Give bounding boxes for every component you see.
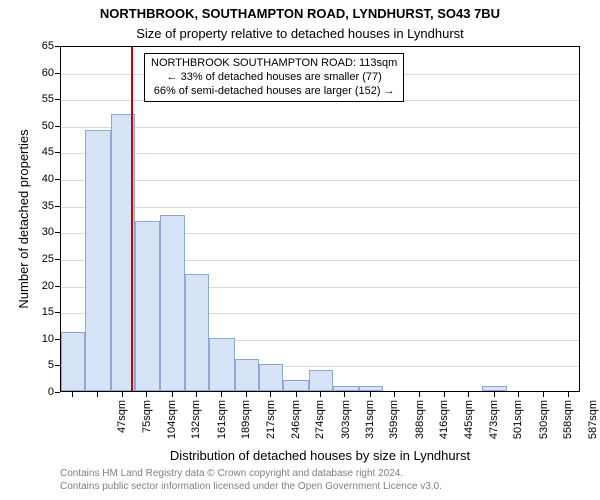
x-tick-mark — [122, 392, 123, 397]
x-tick-mark — [146, 392, 147, 397]
x-tick-label: 104sqm — [166, 400, 178, 450]
histogram-bar — [209, 338, 234, 391]
footer-line1: Contains HM Land Registry data © Crown c… — [60, 468, 580, 479]
y-tick-mark — [55, 46, 60, 47]
x-tick-mark — [97, 392, 98, 397]
histogram-bar — [259, 364, 283, 391]
gridline — [61, 127, 579, 128]
x-tick-label: 47sqm — [116, 400, 128, 450]
histogram-bar — [160, 215, 185, 391]
y-tick-label: 50 — [32, 120, 54, 132]
y-tick-mark — [55, 365, 60, 366]
annotation-line: 66% of semi-detached houses are larger (… — [151, 85, 397, 99]
x-tick-label: 75sqm — [141, 400, 153, 450]
y-tick-label: 0 — [32, 386, 54, 398]
y-tick-mark — [55, 259, 60, 260]
y-tick-label: 45 — [32, 146, 54, 158]
annotation-line: ← 33% of detached houses are smaller (77… — [151, 71, 397, 85]
x-tick-label: 530sqm — [538, 400, 550, 450]
histogram-bar — [359, 386, 383, 391]
y-tick-mark — [55, 99, 60, 100]
y-tick-mark — [55, 339, 60, 340]
x-tick-label: 246sqm — [290, 400, 302, 450]
x-tick-label: 274sqm — [314, 400, 326, 450]
annotation-box: NORTHBROOK SOUTHAMPTON ROAD: 113sqm← 33%… — [144, 53, 404, 102]
y-tick-mark — [55, 286, 60, 287]
y-axis-label: Number of detached properties — [16, 46, 31, 392]
x-tick-label: 587sqm — [587, 400, 599, 450]
x-tick-mark — [543, 392, 544, 397]
chart-title-line1: NORTHBROOK, SOUTHAMPTON ROAD, LYNDHURST,… — [0, 6, 600, 21]
y-tick-mark — [55, 126, 60, 127]
x-tick-label: 473sqm — [488, 400, 500, 450]
histogram-bar — [235, 359, 259, 391]
y-tick-label: 40 — [32, 173, 54, 185]
x-tick-label: 132sqm — [190, 400, 202, 450]
annotation-line: NORTHBROOK SOUTHAMPTON ROAD: 113sqm — [151, 57, 397, 71]
histogram-bar — [135, 221, 159, 391]
y-tick-label: 60 — [32, 67, 54, 79]
y-tick-label: 25 — [32, 253, 54, 265]
reference-line — [131, 47, 133, 391]
histogram-bar — [283, 380, 308, 391]
x-tick-label: 303sqm — [340, 400, 352, 450]
histogram-bar — [185, 274, 209, 391]
histogram-bar — [309, 370, 333, 391]
footer-line2: Contains public sector information licen… — [60, 481, 580, 492]
x-tick-mark — [394, 392, 395, 397]
histogram-bar — [333, 386, 358, 391]
y-tick-mark — [55, 232, 60, 233]
x-axis-label: Distribution of detached houses by size … — [60, 448, 580, 463]
x-tick-mark — [320, 392, 321, 397]
x-tick-label: 217sqm — [265, 400, 277, 450]
gridline — [61, 180, 579, 181]
x-tick-label: 445sqm — [463, 400, 475, 450]
x-tick-mark — [568, 392, 569, 397]
y-tick-label: 35 — [32, 200, 54, 212]
x-tick-mark — [518, 392, 519, 397]
x-tick-label: 388sqm — [414, 400, 426, 450]
x-tick-mark — [468, 392, 469, 397]
x-tick-label: 189sqm — [240, 400, 252, 450]
x-tick-mark — [172, 392, 173, 397]
y-tick-mark — [55, 312, 60, 313]
y-tick-label: 30 — [32, 226, 54, 238]
x-tick-label: 359sqm — [388, 400, 400, 450]
y-tick-label: 15 — [32, 306, 54, 318]
y-tick-label: 20 — [32, 280, 54, 292]
x-tick-mark — [196, 392, 197, 397]
histogram-chart: NORTHBROOK, SOUTHAMPTON ROAD, LYNDHURST,… — [0, 0, 600, 500]
y-tick-label: 10 — [32, 333, 54, 345]
x-tick-mark — [344, 392, 345, 397]
x-tick-mark — [370, 392, 371, 397]
x-tick-label: 501sqm — [512, 400, 524, 450]
x-tick-label: 331sqm — [364, 400, 376, 450]
y-tick-mark — [55, 392, 60, 393]
x-tick-mark — [444, 392, 445, 397]
y-tick-label: 65 — [32, 40, 54, 52]
x-tick-mark — [494, 392, 495, 397]
x-tick-mark — [296, 392, 297, 397]
y-tick-mark — [55, 179, 60, 180]
gridline — [61, 153, 579, 154]
x-tick-mark — [419, 392, 420, 397]
y-tick-mark — [55, 152, 60, 153]
histogram-bar — [61, 332, 85, 391]
x-tick-label: 161sqm — [216, 400, 228, 450]
x-tick-label: 558sqm — [562, 400, 574, 450]
y-tick-label: 55 — [32, 93, 54, 105]
y-tick-label: 5 — [32, 359, 54, 371]
x-tick-mark — [221, 392, 222, 397]
x-tick-mark — [270, 392, 271, 397]
x-tick-label: 416sqm — [438, 400, 450, 450]
x-tick-mark — [246, 392, 247, 397]
x-tick-mark — [72, 392, 73, 397]
histogram-bar — [482, 386, 506, 391]
histogram-bar — [85, 130, 110, 391]
y-tick-mark — [55, 73, 60, 74]
gridline — [61, 207, 579, 208]
plot-area: NORTHBROOK SOUTHAMPTON ROAD: 113sqm← 33%… — [60, 46, 580, 392]
y-tick-mark — [55, 206, 60, 207]
chart-title-line2: Size of property relative to detached ho… — [0, 26, 600, 41]
